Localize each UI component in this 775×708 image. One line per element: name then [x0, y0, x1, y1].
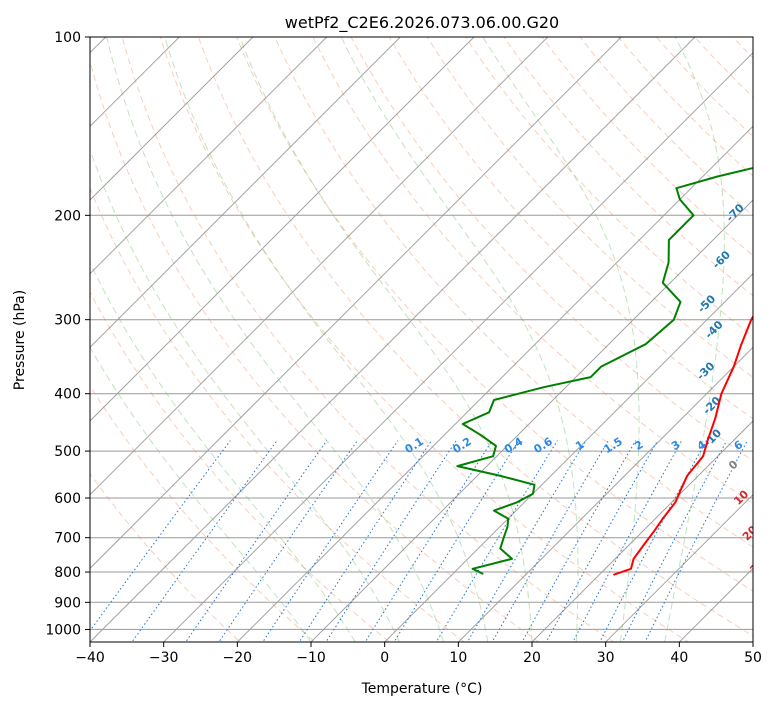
isotherm-line [604, 493, 753, 642]
mixing-ratio-line [491, 440, 609, 642]
mixing-ratio-line [521, 440, 637, 642]
dry-adiabat [90, 472, 241, 642]
x-tick-label: −10 [296, 650, 326, 666]
y-tick-label: 300 [54, 313, 81, 329]
isotherm-line [90, 37, 622, 570]
x-tick-label: 10 [449, 650, 467, 666]
dry-adiabat [388, 37, 753, 420]
dry-adiabat [617, 37, 753, 177]
isotherm-line [90, 37, 254, 201]
x-tick-label: 50 [744, 650, 762, 666]
x-axis: −40 −30 −20 −10 0 10 20 30 40 50 [75, 642, 762, 666]
moist-adiabat [106, 37, 445, 642]
dry-adiabat [90, 290, 391, 642]
y-tick-label: 700 [54, 531, 81, 547]
y-tick-label: 900 [54, 595, 81, 611]
isotherm-line [162, 51, 753, 642]
dry-adiabat [426, 37, 753, 378]
y-tick-label: 800 [54, 565, 81, 581]
background-lines [90, 37, 753, 642]
y-tick-label: 200 [54, 208, 81, 224]
x-axis-label: Temperature (°C) [361, 681, 483, 697]
mixing-ratio-line [435, 440, 558, 642]
dewpoint-profile-line: Dew Point [456, 166, 753, 575]
y-tick-label: 600 [54, 491, 81, 507]
y-tick-label: 500 [54, 444, 81, 460]
isotherm-line [531, 420, 753, 642]
dry-adiabat [236, 37, 753, 592]
dry-adiabat [198, 37, 753, 637]
isotherm-line [383, 272, 753, 642]
dry-adiabat [159, 37, 690, 642]
y-axis-label: Pressure (hPa) [12, 290, 28, 390]
moist-adiabat [340, 37, 579, 642]
y-axis: 100 200 300 400 500 600 700 800 900 1000 [45, 30, 90, 638]
moist-adiabat [164, 37, 489, 642]
mixing-ratio-line [298, 440, 432, 642]
isotherm-line [90, 37, 328, 275]
y-tick-label: 100 [54, 30, 81, 46]
moist-adiabat [90, 261, 356, 642]
x-tick-label: 40 [670, 650, 688, 666]
isotherm-line [90, 37, 549, 496]
x-tick-label: −30 [149, 650, 179, 666]
y-tick-label: 400 [54, 387, 81, 403]
chart-title: wetPf2_C2E6.2026.073.06.00.G20 [285, 13, 559, 33]
dry-adiabat [350, 37, 753, 462]
mixing-ratio-line [572, 440, 683, 642]
isotherm-line [457, 346, 753, 642]
moist-adiabat [90, 346, 312, 642]
dry-adiabat [503, 37, 753, 297]
moist-adiabat [239, 37, 533, 642]
mixing-ratio-line [185, 440, 328, 642]
x-tick-label: −20 [223, 650, 253, 666]
temperature-profile-line: Temperature [613, 314, 753, 576]
isotherm-line [90, 37, 475, 422]
mixing-ratio-line [466, 440, 587, 642]
dry-adiabat [465, 37, 753, 337]
isotherm-line [310, 199, 753, 642]
isotherm-line [90, 37, 696, 642]
mixing-ratio-line [90, 440, 231, 632]
isotherm-line [90, 37, 401, 349]
x-tick-label: 20 [523, 650, 541, 666]
moist-adiabat [664, 37, 725, 642]
dry-adiabat [90, 59, 540, 642]
x-tick-label: −40 [75, 650, 105, 666]
mixing-ratio-line [218, 440, 358, 642]
moist-adiabat [482, 37, 640, 642]
x-tick-label: 0 [380, 650, 389, 666]
mixing-ratio-line [545, 440, 659, 642]
plot-frame [89, 36, 754, 643]
isotherm-line [236, 125, 753, 642]
dry-adiabat [90, 384, 316, 642]
dry-adiabat [312, 37, 753, 505]
y-tick-label: 1000 [45, 622, 81, 638]
profile-series: TemperatureDew Point [456, 166, 753, 576]
dry-adiabat [90, 186, 465, 642]
x-tick-label: 30 [597, 650, 615, 666]
dry-adiabat [121, 37, 615, 642]
dry-adiabat [274, 37, 753, 548]
moist-adiabat [90, 148, 400, 642]
mixing-ratio-line [393, 440, 520, 642]
isotherm-label: 30 [747, 556, 767, 576]
